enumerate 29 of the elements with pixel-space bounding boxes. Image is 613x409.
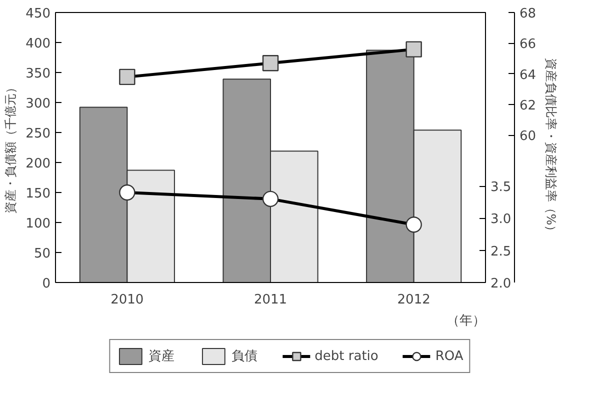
y-tick-label: 0 [42,276,51,292]
y2-tick-label: 66 [520,37,536,52]
legend-label: 資産 [148,348,175,365]
y-tick-label: 200 [26,156,51,172]
legend-label: 負債 [232,348,258,365]
x-axis-title: （年） [446,314,486,328]
y-tick-label: 400 [26,36,51,52]
x-tick-label: 2011 [254,292,288,308]
y-tick-label: 100 [26,216,51,232]
y-tick-label: 250 [26,126,51,142]
y-tick-label: 450 [26,6,51,22]
y3-tick-label: 3.0 [490,212,512,228]
y3-tick-label: 2.5 [490,244,512,260]
y-tick-label: 300 [26,96,51,112]
x-tick-label: 2012 [397,292,430,308]
y-axis-title: 資産・負債額（千億元） [4,82,18,214]
y-tick-label: 150 [26,186,51,202]
y2-tick-label: 60 [520,129,536,144]
x-tick-label: 2010 [110,292,144,308]
y2-tick-label: 62 [520,98,536,114]
legend-label: debt ratio [314,348,378,364]
y3-tick-label: 2.0 [490,276,512,292]
y3-tick-label: 3.5 [490,180,512,196]
y-tick-label: 50 [34,246,51,262]
y2-tick-label: 64 [520,68,536,83]
y2-tick-label: 68 [520,6,536,22]
y-tick-label: 350 [26,66,51,82]
legend-label: ROA [435,348,464,364]
y2-axis-title: 資産負債比率・資産利益率（%） [544,58,558,238]
